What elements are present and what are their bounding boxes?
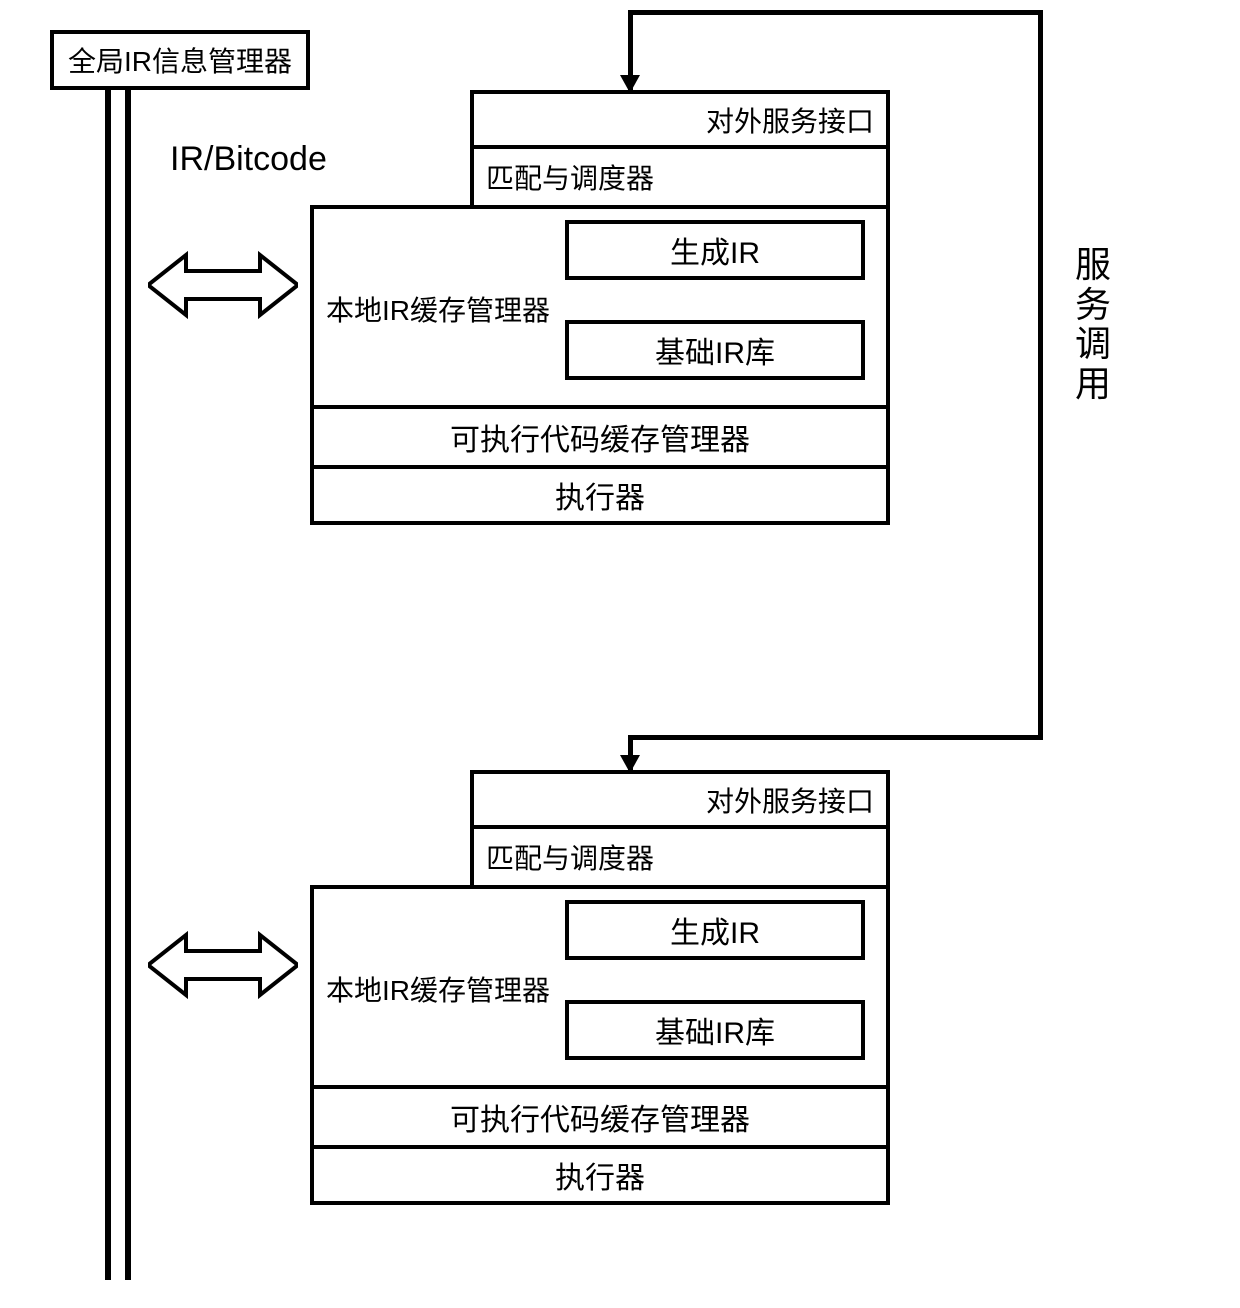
- bus-line-left: [105, 90, 111, 1280]
- executable-cache-manager-box: 可执行代码缓存管理器: [310, 1085, 890, 1145]
- arrowhead-down-icon: [620, 755, 640, 773]
- arrowhead-down-icon: [620, 75, 640, 93]
- base-ir-lib-label: 基础IR库: [655, 1008, 775, 1052]
- matcher-scheduler-label: 匹配与调度器: [486, 157, 654, 197]
- generate-ir-label: 生成IR: [670, 908, 760, 952]
- executor-box: 执行器: [310, 465, 890, 525]
- matcher-scheduler-label: 匹配与调度器: [486, 837, 654, 877]
- matcher-scheduler-box: 匹配与调度器: [470, 145, 890, 205]
- executable-cache-manager-label: 可执行代码缓存管理器: [450, 1095, 750, 1139]
- executable-cache-manager-box: 可执行代码缓存管理器: [310, 405, 890, 465]
- local-ir-cache-manager-label: 本地IR缓存管理器: [326, 969, 550, 1009]
- base-ir-lib-box: 基础IR库: [565, 1000, 865, 1060]
- external-service-interface-box: 对外服务接口: [470, 90, 890, 145]
- generate-ir-box: 生成IR: [565, 900, 865, 960]
- external-service-interface-box: 对外服务接口: [470, 770, 890, 825]
- external-service-interface-label: 对外服务接口: [706, 100, 874, 140]
- local-ir-cache-manager-label: 本地IR缓存管理器: [326, 289, 550, 329]
- generate-ir-label: 生成IR: [670, 228, 760, 272]
- connector-line: [1038, 10, 1043, 740]
- global-ir-manager-label: 全局IR信息管理器: [68, 40, 292, 80]
- generate-ir-box: 生成IR: [565, 220, 865, 280]
- connector-line: [628, 10, 1043, 15]
- executor-box: 执行器: [310, 1145, 890, 1205]
- external-service-interface-label: 对外服务接口: [706, 780, 874, 820]
- bus-line-right: [125, 90, 131, 1280]
- connector-line: [628, 735, 1043, 740]
- executor-label: 执行器: [555, 1153, 645, 1197]
- double-arrow-icon: [148, 250, 298, 320]
- base-ir-lib-box: 基础IR库: [565, 320, 865, 380]
- global-ir-manager-box: 全局IR信息管理器: [50, 30, 310, 90]
- ir-bitcode-label: IR/Bitcode: [170, 140, 327, 179]
- service-call-label: 服务调用: [1075, 245, 1115, 403]
- base-ir-lib-label: 基础IR库: [655, 328, 775, 372]
- executable-cache-manager-label: 可执行代码缓存管理器: [450, 415, 750, 459]
- executor-label: 执行器: [555, 473, 645, 517]
- double-arrow-icon: [148, 930, 298, 1000]
- matcher-scheduler-box: 匹配与调度器: [470, 825, 890, 885]
